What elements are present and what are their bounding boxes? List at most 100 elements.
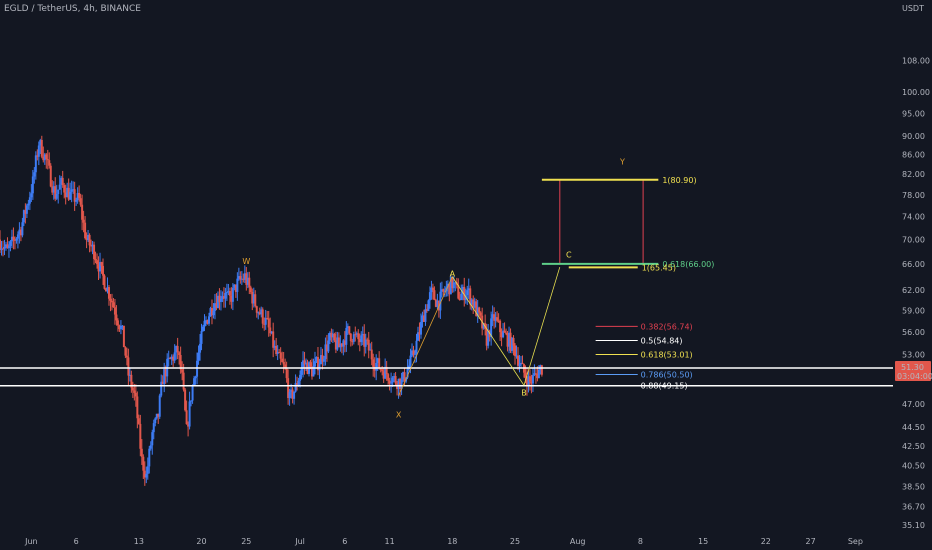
candle-body <box>458 298 461 300</box>
candle-body <box>210 308 213 316</box>
candle-body <box>88 234 91 246</box>
candle-body <box>72 189 75 191</box>
candle-body <box>73 189 76 202</box>
candle-body <box>461 286 464 295</box>
candle-body <box>4 244 7 247</box>
candle-body <box>385 366 388 375</box>
candle-body <box>143 470 146 478</box>
price-tick-label: 44.50 <box>902 423 925 432</box>
fib-level-label: 0.382(56.74) <box>641 322 693 331</box>
candle-body <box>215 303 218 309</box>
candle-body <box>497 320 500 322</box>
candle-body <box>67 187 70 200</box>
wave-label-b: B <box>521 389 527 398</box>
time-tick-label: 6 <box>342 537 347 546</box>
candle-body <box>375 362 378 371</box>
candle-body <box>270 331 273 334</box>
candle-body <box>366 339 369 341</box>
candle-body <box>266 317 269 319</box>
candle-body <box>140 448 143 457</box>
candle-body <box>54 186 57 199</box>
time-tick-label: 22 <box>761 537 771 546</box>
candle-body <box>303 360 306 365</box>
candle-body <box>222 296 225 299</box>
candle-body <box>99 262 102 272</box>
candle-body <box>240 278 243 280</box>
candle-body <box>173 352 176 361</box>
candle-body <box>414 353 417 355</box>
candle-body <box>339 343 342 348</box>
candle-body <box>167 357 170 359</box>
candle-body <box>12 236 15 240</box>
candle-body <box>425 309 428 311</box>
candle-body <box>517 355 520 366</box>
candle-body <box>216 295 219 309</box>
time-tick-label: Sep <box>848 537 863 546</box>
candle-body <box>419 322 422 335</box>
wave-label-y: Y <box>619 157 625 166</box>
candle-body <box>422 315 425 322</box>
candle-body <box>236 278 239 292</box>
candle-body <box>470 299 473 305</box>
candle-body <box>261 309 264 324</box>
candle-body <box>57 189 60 194</box>
candle-body <box>19 229 22 236</box>
candle-body <box>115 314 118 321</box>
price-tick-label: 82.00 <box>902 170 925 179</box>
candle-body <box>502 330 505 338</box>
candle-body <box>87 234 90 241</box>
candle-body <box>75 200 78 202</box>
candle-body <box>30 193 33 198</box>
candle-body <box>354 334 357 336</box>
candle-body <box>106 287 109 292</box>
candle-body <box>357 333 360 340</box>
candle-body <box>378 358 381 369</box>
candle-body <box>102 265 105 276</box>
candle-body <box>42 156 45 161</box>
candle-body <box>182 372 185 390</box>
candle-body <box>454 282 457 284</box>
candle-body <box>490 318 493 338</box>
candle-body <box>428 292 431 301</box>
candle-body <box>352 334 355 342</box>
candle-body <box>213 303 216 311</box>
candle-body <box>82 219 85 223</box>
candle-body <box>537 369 540 379</box>
candle-body <box>400 379 403 390</box>
candle-body <box>90 245 93 247</box>
candle-body <box>328 332 331 341</box>
candle-body <box>255 306 258 313</box>
drawings-layer: 1(80.90) 0.618(66.00)1(65.45) 0.382(56.74)… <box>0 157 893 420</box>
candle-body <box>224 292 227 299</box>
candle-body <box>493 314 496 321</box>
candle-body <box>287 378 290 399</box>
candle-body <box>525 378 528 387</box>
price-tick-label: 70.00 <box>902 236 925 245</box>
candle-body <box>243 273 246 280</box>
candle-body <box>55 193 58 199</box>
candle-body <box>460 294 463 300</box>
candle-body <box>276 352 279 355</box>
candle-body <box>209 308 212 317</box>
candle-body <box>184 389 187 411</box>
candle-body <box>309 362 312 367</box>
candle-body <box>133 390 136 393</box>
candle-body <box>473 301 476 308</box>
target-box <box>559 179 644 265</box>
candle-body <box>279 352 282 359</box>
candle-body <box>230 295 233 302</box>
candle-body <box>46 159 49 161</box>
candle-body <box>199 343 202 353</box>
candle-body <box>185 410 188 425</box>
candle-body <box>345 327 348 345</box>
candle-body <box>333 333 336 341</box>
candle-body <box>212 310 215 316</box>
candle-body <box>457 284 460 299</box>
candle-body <box>494 317 497 321</box>
candle-body <box>48 160 51 166</box>
price-tick-label: 38.50 <box>902 483 925 492</box>
candle-body <box>434 299 437 307</box>
time-tick-label: 15 <box>698 537 708 546</box>
candle-body <box>403 372 406 382</box>
